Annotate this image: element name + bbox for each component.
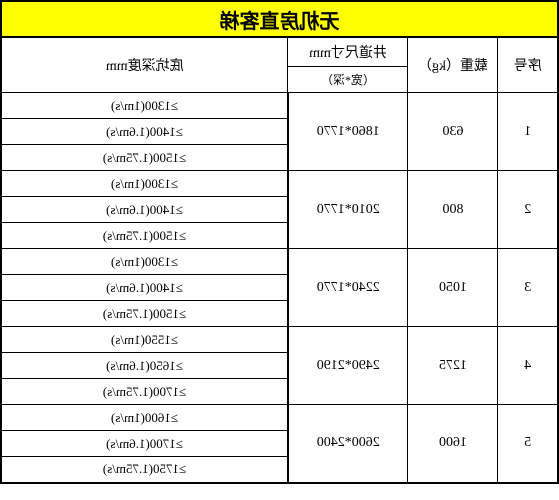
cell-depth: ≥1300(1m/s) xyxy=(1,249,288,275)
cell-load: 1275 xyxy=(408,327,498,405)
header-load: 载重（kg） xyxy=(408,37,498,93)
cell-depth: ≥1300(1m/s) xyxy=(1,171,288,197)
cell-depth: ≥1500(1.75m/s) xyxy=(1,223,288,249)
cell-dim: 1860*1770 xyxy=(288,93,408,171)
cell-depth: ≥1700(1.75m/s) xyxy=(1,379,288,405)
header-dim-sub: （宽*深） xyxy=(288,67,408,93)
table-header: 序号 载重（kg） 井道尺寸mm 底坑深度mm （宽*深） xyxy=(1,37,558,93)
cell-load: 800 xyxy=(408,171,498,249)
cell-depth: ≥1300(1m/s) xyxy=(1,93,288,119)
cell-dim: 2240*1770 xyxy=(288,249,408,327)
table-title: 无机房直客梯 xyxy=(220,5,340,34)
header-dim-main: 井道尺寸mm xyxy=(288,37,408,67)
table-row: 16301860*1770≥1300(1m/s) xyxy=(1,93,558,119)
cell-seq: 2 xyxy=(498,171,558,249)
header-depth: 底坑深度mm xyxy=(1,37,288,93)
cell-depth: ≥1400(1.6m/s) xyxy=(1,119,288,145)
cell-depth: ≥1400(1.6m/s) xyxy=(1,197,288,223)
cell-seq: 3 xyxy=(498,249,558,327)
cell-depth: ≥1600(1m/s) xyxy=(1,405,288,431)
cell-dim: 2600*2400 xyxy=(288,405,408,483)
title-bar: 无机房直客梯 xyxy=(0,0,559,36)
spec-table-container: 无机房直客梯 序号 载重（kg） 井道尺寸mm 底坑深度mm （宽*深） 163… xyxy=(0,0,559,500)
cell-dim: 2010*1770 xyxy=(288,171,408,249)
header-row-1: 序号 载重（kg） 井道尺寸mm 底坑深度mm xyxy=(1,37,558,67)
cell-load: 1600 xyxy=(408,405,498,483)
cell-seq: 4 xyxy=(498,327,558,405)
cell-depth: ≥1750(1.75m/s) xyxy=(1,457,288,483)
table-row: 516002600*2400≥1600(1m/s) xyxy=(1,405,558,431)
table-body: 16301860*1770≥1300(1m/s)≥1400(1.6m/s)≥15… xyxy=(1,93,558,483)
cell-depth: ≥1650(1.6m/s) xyxy=(1,353,288,379)
cell-load: 1050 xyxy=(408,249,498,327)
cell-seq: 5 xyxy=(498,405,558,483)
spec-table: 序号 载重（kg） 井道尺寸mm 底坑深度mm （宽*深） 16301860*1… xyxy=(0,36,559,484)
cell-dim: 2490*2190 xyxy=(288,327,408,405)
cell-depth: ≥1500(1.75m/s) xyxy=(1,145,288,171)
cell-depth: ≥1400(1.6m/s) xyxy=(1,275,288,301)
table-row: 310502240*1770≥1300(1m/s) xyxy=(1,249,558,275)
cell-depth: ≥1700(1.6m/s) xyxy=(1,431,288,457)
cell-seq: 1 xyxy=(498,93,558,171)
cell-load: 630 xyxy=(408,93,498,171)
header-seq: 序号 xyxy=(498,37,558,93)
cell-depth: ≥1550(1m/s) xyxy=(1,327,288,353)
cell-depth: ≥1500(1.75m/s) xyxy=(1,301,288,327)
table-row: 28002010*1770≥1300(1m/s) xyxy=(1,171,558,197)
table-row: 412752490*2190≥1550(1m/s) xyxy=(1,327,558,353)
